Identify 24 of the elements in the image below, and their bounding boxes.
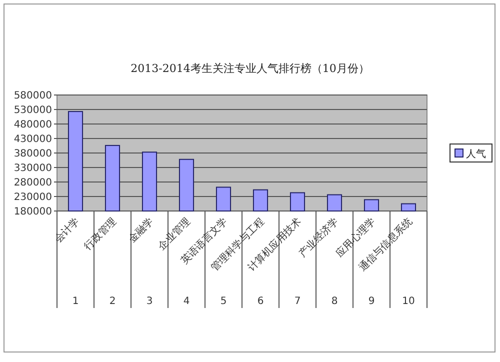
chart-title: 2013-2014考生关注专业人气排行榜（10月份） (130, 62, 370, 75)
text: 3 (146, 296, 153, 307)
x-tick-label: 金融学 (126, 216, 156, 246)
y-tick-label: 280000 (14, 178, 52, 188)
x-tick-label: 行政管理 (82, 216, 119, 252)
x-tick-label: 会计学 (52, 216, 82, 246)
y-tick-label: 330000 (14, 163, 52, 174)
y-tick-label: 180000 (14, 206, 52, 218)
text: 8 (331, 296, 338, 307)
y-tick-label: 230000 (14, 192, 52, 203)
text: 10 (402, 296, 415, 307)
y-tick-label: 480000 (14, 120, 52, 130)
legend-label: 人气 (466, 148, 486, 160)
y-tick-label: 530000 (14, 105, 52, 116)
text: 2 (109, 296, 116, 307)
text: 9 (368, 296, 375, 307)
text: 7 (294, 296, 301, 307)
y-tick-label: 580000 (14, 90, 52, 102)
text: 6 (257, 296, 264, 307)
text: 1 (72, 296, 79, 307)
y-tick-label: 430000 (14, 134, 52, 145)
text: 4 (183, 296, 190, 307)
y-tick-label: 380000 (14, 148, 52, 160)
text: 5 (220, 296, 227, 307)
